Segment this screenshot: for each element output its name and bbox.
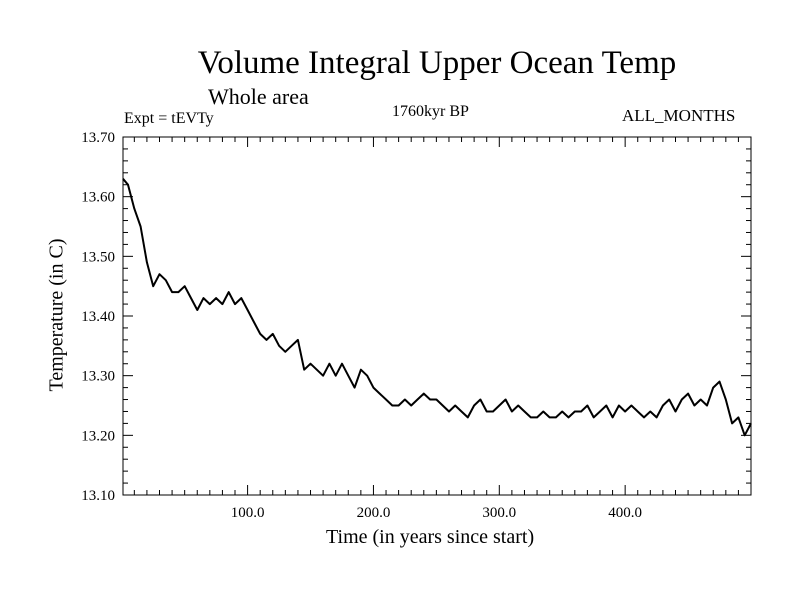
- y-tick-label: 13.10: [81, 488, 115, 504]
- axis-tick-labels: 100.0 200.0 300.0 400.0 13.10 13.20 13.30 13.40…: [81, 130, 642, 521]
- axis-ticks: [123, 136, 751, 496]
- chart-title: Volume Integral Upper Ocean Temp: [197, 45, 677, 81]
- y-tick-label: 13.40: [81, 309, 115, 325]
- temperature-series-line: [122, 178, 752, 437]
- x-tick-label: 200.0: [357, 505, 391, 521]
- y-tick-label: 13.30: [81, 369, 115, 385]
- chart-subtitle: Whole area: [208, 84, 309, 109]
- plot-frame: [122, 136, 752, 496]
- x-axis-label: Time (in years since start): [326, 526, 535, 548]
- period-label: 1760kyr BP: [392, 103, 469, 120]
- months-label: ALL_MONTHS: [622, 106, 736, 125]
- x-tick-label: 300.0: [482, 505, 516, 521]
- y-tick-label: 13.60: [81, 190, 115, 206]
- y-tick-label: 13.50: [81, 249, 115, 265]
- x-tick-label: 400.0: [608, 505, 642, 521]
- x-tick-label: 100.0: [231, 505, 265, 521]
- experiment-label: Expt = tEVTy: [124, 110, 214, 127]
- y-tick-label: 13.20: [81, 428, 115, 444]
- y-tick-label: 13.70: [81, 130, 115, 146]
